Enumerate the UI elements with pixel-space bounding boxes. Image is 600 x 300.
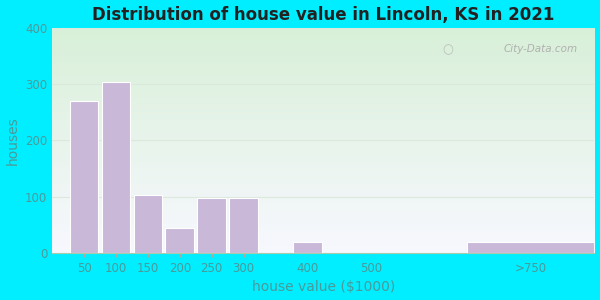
Bar (229, 198, 258, 253)
Bar (197, 198, 226, 253)
Bar (467, 242, 595, 253)
Bar (101, 82, 130, 253)
Bar (134, 195, 162, 253)
Text: City-Data.com: City-Data.com (504, 44, 578, 54)
X-axis label: house value ($1000): house value ($1000) (252, 280, 395, 294)
Text: ○: ○ (443, 44, 454, 57)
Y-axis label: houses: houses (5, 116, 20, 165)
Bar (166, 228, 194, 253)
Bar (70, 101, 98, 253)
Title: Distribution of house value in Lincoln, KS in 2021: Distribution of house value in Lincoln, … (92, 6, 554, 24)
Bar (293, 242, 322, 253)
